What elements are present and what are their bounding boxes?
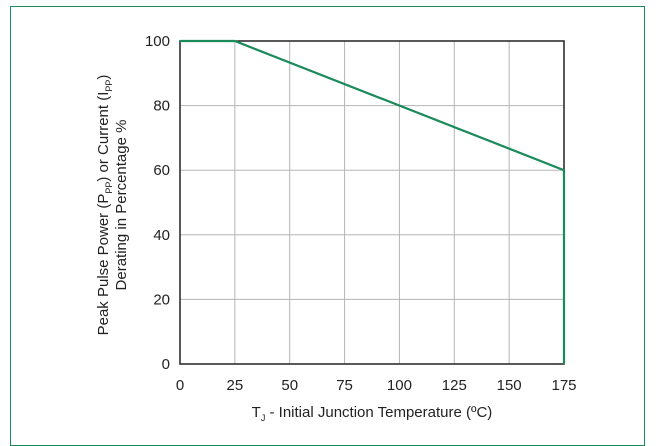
x-tick-label: 175 [551,377,576,394]
y-tick-label: 100 [145,33,170,50]
y-tick-label: 20 [153,291,170,308]
x-tick-label: 0 [176,377,184,394]
x-tick-label: 25 [227,377,244,394]
x-tick-label: 125 [442,377,467,394]
x-tick-label: 100 [387,377,412,394]
derating-chart: 0 25 50 75 100 125 150 175 0 20 40 60 80 100 TJ - Ini… [95,33,577,423]
plot-border [179,40,565,365]
tick-labels: 0 25 50 75 100 125 150 175 0 20 40 60 80 100 [145,33,577,394]
y-tick-label: 80 [153,98,170,115]
x-tick-label: 75 [336,377,353,394]
derating-curve [180,39,566,364]
y-tick-label: 60 [153,162,170,179]
y-axis-label-line2: Derating in Percentage % [113,120,130,291]
y-axis-label-line1: Peak Pulse Power (PPP) or Current (IPP) [95,75,114,336]
chart-frame [10,6,645,446]
y-tick-label: 0 [162,356,170,373]
x-axis-label: TJ - Initial Junction Temperature (ºC) [252,404,493,423]
series-layer [180,39,566,364]
x-tick-label: 50 [281,377,298,394]
x-tick-label: 150 [497,377,522,394]
grid-lines [180,41,564,364]
y-tick-label: 40 [153,227,170,244]
